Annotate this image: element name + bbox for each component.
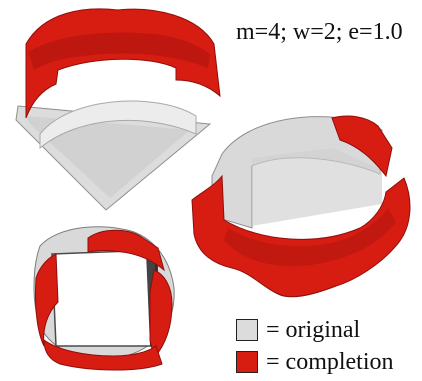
render-object-3 [33, 226, 175, 371]
parameter-caption: m=4; w=2; e=1.0 [236, 19, 403, 45]
object-2-inner-gray [252, 148, 382, 226]
object-3-completion-bottom [43, 339, 163, 371]
object-3-completion-left [35, 253, 59, 347]
object-1-base-shadow [26, 116, 190, 198]
object-2-completion-shadow [224, 208, 396, 267]
object-2-completion [191, 174, 411, 298]
object-3-inner-cutout [51, 249, 157, 347]
legend-label-completion: = completion [266, 349, 394, 375]
object-3-completion-top [87, 229, 165, 272]
legend-swatch-original [236, 319, 258, 341]
object-1-inner-wall [39, 100, 197, 150]
legend: = original = completion [236, 314, 394, 378]
legend-row-completion: = completion [236, 346, 394, 378]
object-1-completion [25, 8, 221, 119]
legend-row-original: = original [236, 314, 394, 346]
object-2-completion-top-right [331, 115, 393, 178]
render-object-2 [191, 115, 411, 298]
object-1-completion-shadow [28, 32, 210, 70]
render-object-1 [15, 8, 221, 211]
legend-label-original: = original [266, 317, 361, 343]
legend-swatch-completion [236, 351, 258, 373]
